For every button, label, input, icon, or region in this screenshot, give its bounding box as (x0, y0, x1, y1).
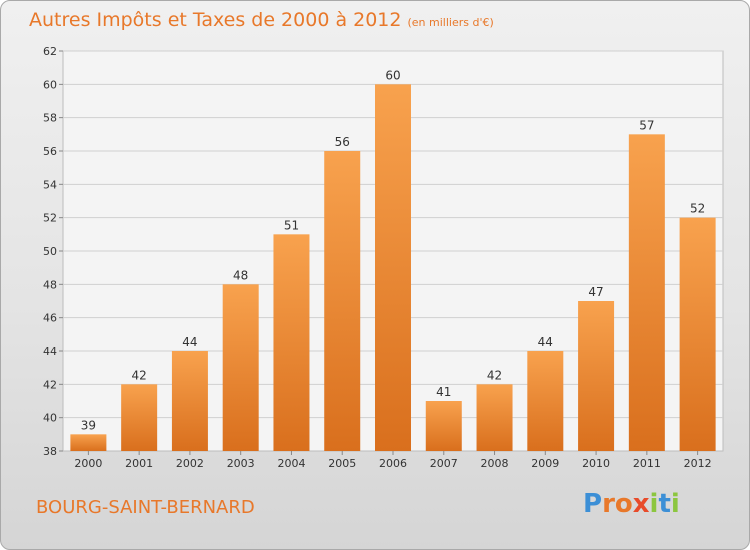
bar-value-label: 47 (588, 285, 603, 299)
proxiti-logo: Proxiti (583, 489, 680, 519)
bar (222, 284, 259, 451)
y-tick-label: 58 (43, 112, 57, 125)
bar-value-label: 48 (233, 268, 248, 282)
bar (121, 384, 158, 451)
y-tick-label: 40 (43, 412, 57, 425)
bar (425, 401, 462, 451)
x-tick-label: 2007 (430, 457, 458, 470)
x-tick-label: 2004 (277, 457, 305, 470)
bar (70, 434, 107, 451)
y-tick-label: 50 (43, 245, 57, 258)
x-tick-label: 2009 (531, 457, 559, 470)
bar-value-label: 57 (639, 118, 654, 132)
bar (628, 134, 665, 452)
y-tick-label: 42 (43, 378, 57, 391)
y-tick-label: 46 (43, 312, 57, 325)
y-tick-label: 44 (43, 345, 57, 358)
logo-letter: i (670, 489, 680, 519)
bar (375, 84, 411, 451)
y-tick-label: 62 (43, 45, 57, 58)
bar (476, 384, 513, 451)
logo-letter: t (658, 489, 671, 519)
y-tick-label: 38 (43, 445, 57, 458)
x-tick-label: 2012 (684, 457, 712, 470)
bar-value-label: 42 (487, 368, 502, 382)
x-tick-label: 2000 (74, 457, 102, 470)
x-tick-label: 2006 (379, 457, 407, 470)
bar-value-label: 60 (385, 68, 400, 82)
bar-value-label: 39 (81, 418, 96, 432)
chart-title: Autres Impôts et Taxes de 2000 à 2012 (en… (29, 9, 494, 31)
y-tick-label: 56 (43, 145, 57, 158)
bar (273, 234, 310, 451)
y-tick-label: 52 (43, 212, 57, 225)
bar (527, 351, 564, 451)
title-text: Autres Impôts et Taxes de 2000 à 2012 (29, 9, 402, 31)
x-tick-label: 2001 (125, 457, 153, 470)
bar-value-label: 51 (284, 218, 299, 232)
chart-subtitle: (en milliers d'€) (407, 16, 494, 29)
bar-value-label: 52 (690, 202, 705, 216)
bar (578, 301, 615, 451)
commune-name: BOURG-SAINT-BERNARD (36, 497, 255, 518)
x-tick-label: 2003 (227, 457, 255, 470)
y-tick-label: 54 (43, 178, 57, 191)
bar (171, 351, 208, 451)
bar-value-label: 44 (182, 335, 197, 349)
bar-value-label: 42 (132, 368, 147, 382)
logo-letter: o (614, 489, 633, 519)
bar (324, 151, 361, 451)
x-tick-label: 2010 (582, 457, 610, 470)
logo-letter: r (602, 489, 615, 519)
logo-letter: x (632, 489, 650, 519)
x-tick-label: 2002 (176, 457, 204, 470)
bar-value-label: 56 (335, 135, 350, 149)
bar-value-label: 41 (436, 385, 451, 399)
bar-value-label: 44 (538, 335, 553, 349)
bar (679, 217, 716, 451)
logo-letter: P (583, 489, 603, 519)
x-tick-label: 2005 (328, 457, 356, 470)
logo-letter: i (649, 489, 659, 519)
y-tick-label: 48 (43, 278, 57, 291)
y-tick-label: 60 (43, 78, 57, 91)
x-tick-label: 2011 (633, 457, 661, 470)
x-tick-label: 2008 (481, 457, 509, 470)
